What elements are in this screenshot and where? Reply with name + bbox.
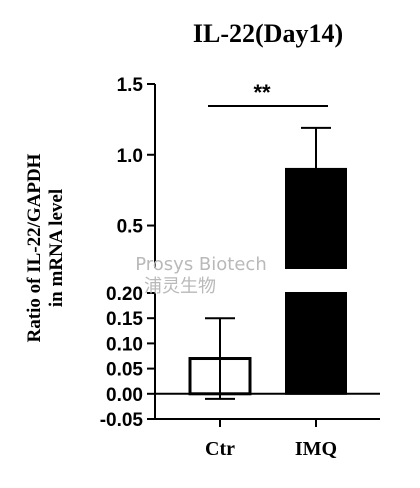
x-tick-label-imq: IMQ — [295, 438, 337, 460]
y-tick-label: 1.5 — [117, 75, 144, 96]
y-tick-label: 0.20 — [106, 284, 143, 305]
x-tick-label-ctr: Ctr — [205, 438, 235, 460]
bars — [188, 126, 347, 400]
y-tick-label: 0.05 — [106, 360, 143, 381]
significance-annotation: ** — [208, 80, 328, 107]
y-axis-title-line-1: Ratio of IL-22/GAPDH — [24, 153, 45, 342]
y-tick-label: 0.10 — [106, 334, 143, 355]
watermark-line-1: Prosys Biotech — [135, 254, 266, 275]
significance-label: ** — [253, 80, 271, 105]
y-axis-title-line-2: in mRNA level — [46, 189, 67, 307]
bar-imq-lower — [285, 292, 347, 395]
category-labels: Ctr IMQ — [205, 419, 337, 460]
y-tick-label: -0.05 — [100, 410, 144, 431]
ticks: -0.05 0.00 0.05 0.10 0.15 0.20 0.5 1.0 1.5 — [100, 75, 155, 431]
chart-title: IL-22(Day14) — [193, 19, 343, 48]
y-tick-label: 0.5 — [117, 217, 144, 238]
y-axis-label: Ratio of IL-22/GAPDH in mRNA level — [24, 153, 67, 342]
y-tick-label: 0.00 — [106, 385, 143, 406]
y-tick-label: 1.0 — [117, 146, 143, 167]
y-tick-label: 0.15 — [106, 309, 143, 330]
watermark-line-2: 浦灵生物 — [144, 276, 216, 297]
